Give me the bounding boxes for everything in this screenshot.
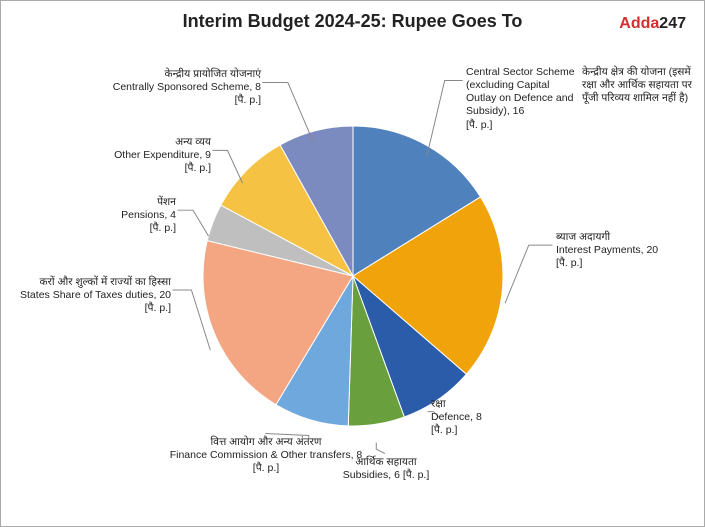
chart-title: Interim Budget 2024-25: Rupee Goes To (1, 1, 704, 36)
slice-label: पेंशनPensions, 4[पै. p.] (56, 196, 176, 235)
slice-label: वित्त आयोग और अन्य अंतरणFinance Commissi… (166, 436, 366, 475)
logo-brand: Adda (619, 15, 659, 32)
logo-suffix: 247 (659, 15, 686, 32)
leader-line (505, 245, 552, 303)
pie-chart (203, 126, 503, 426)
slice-label: ब्याज अदायगीInterest Payments, 20[पै. p.… (556, 231, 696, 270)
leader-line (376, 443, 385, 454)
brand-logo: Adda247 (619, 15, 686, 33)
slice-label: केन्द्रीय प्रायोजित योजनाएंCentrally Spo… (51, 68, 261, 107)
slice-label: करों और शुल्कों में राज्यों का हिस्साSta… (11, 276, 171, 315)
slice-label: अन्य व्ययOther Expenditure, 9[पै. p.] (41, 136, 211, 175)
slice-label: Central Sector Scheme (excluding Capital… (466, 66, 696, 132)
pie-chart-region: Central Sector Scheme (excluding Capital… (1, 36, 704, 516)
slice-label: रक्षाDefence, 8[पै. p.] (431, 398, 571, 437)
